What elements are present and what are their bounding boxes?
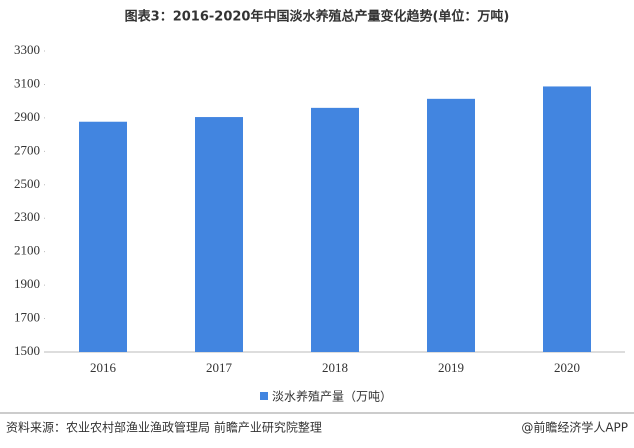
bar bbox=[311, 107, 359, 352]
y-tick-label: 2300 bbox=[14, 209, 40, 224]
bar bbox=[79, 121, 127, 352]
bar bbox=[427, 98, 475, 352]
bar bbox=[543, 86, 591, 352]
y-tick-label: 1700 bbox=[14, 310, 40, 325]
x-tick-label: 2017 bbox=[206, 360, 233, 375]
y-tick-label: 2500 bbox=[14, 176, 40, 191]
brand: @前瞻经济学人APP bbox=[521, 420, 628, 435]
x-tick-label: 2018 bbox=[322, 360, 348, 375]
x-tick-label: 2019 bbox=[438, 360, 464, 375]
y-tick-label: 3300 bbox=[14, 42, 40, 57]
y-tick-label: 2700 bbox=[14, 142, 40, 157]
y-tick-label: 1500 bbox=[14, 343, 40, 358]
x-tick-label: 2016 bbox=[90, 360, 117, 375]
source-note: 资料来源：农业农村部渔业渔政管理局 前瞻产业研究院整理 bbox=[6, 420, 322, 435]
x-tick-label: 2020 bbox=[554, 360, 580, 375]
y-tick-label: 1900 bbox=[14, 276, 40, 291]
legend-swatch bbox=[260, 392, 268, 400]
y-tick-label: 2900 bbox=[14, 109, 40, 124]
y-tick-label: 3100 bbox=[14, 75, 40, 90]
y-tick-label: 2100 bbox=[14, 243, 40, 258]
legend-label: 淡水养殖产量（万吨） bbox=[272, 389, 392, 404]
bar bbox=[195, 117, 243, 352]
chart-title: 图表3：2016-2020年中国淡水养殖总产量变化趋势(单位：万吨) bbox=[125, 9, 510, 25]
